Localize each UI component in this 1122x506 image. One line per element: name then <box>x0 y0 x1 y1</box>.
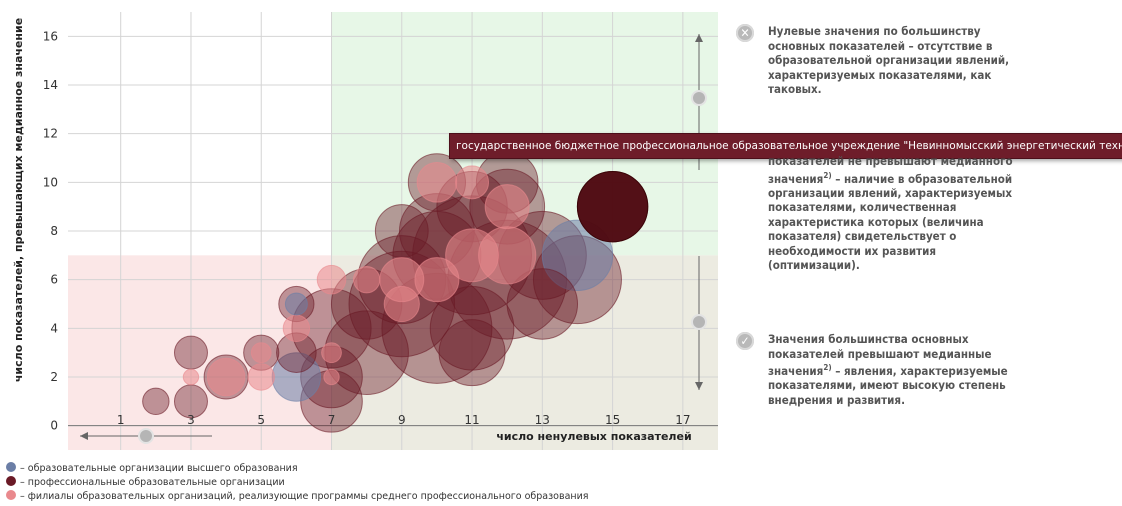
bubble-point <box>142 387 170 416</box>
legend-item-higher-ed: – образовательные организации высшего об… <box>6 462 298 476</box>
bubble-tooltip: государственное бюджетное профессиональн… <box>449 133 1122 159</box>
bubble-point <box>352 265 381 294</box>
bubble-point <box>284 292 308 316</box>
x-tick-label: 5 <box>257 413 265 427</box>
y-tick-label: 2 <box>50 370 58 384</box>
x-tick-label: 9 <box>398 413 406 427</box>
left-arrow-head <box>80 432 88 440</box>
region-bottom-left <box>68 255 332 450</box>
y-tick-label: 14 <box>43 78 58 92</box>
x-tick-label: 7 <box>328 413 336 427</box>
note-text: показателей не превышают медианного знач… <box>768 154 1013 273</box>
x-tick-label: 3 <box>187 413 195 427</box>
legend-item-professional: – профессиональные образовательные орган… <box>6 476 285 490</box>
bubble-point <box>383 285 420 323</box>
note-text: Значения большинства основных показателе… <box>768 332 1008 407</box>
bubble-point <box>173 335 208 370</box>
note-below-median: показателей не превышают медианного знач… <box>736 154 1026 273</box>
note-text: Нулевые значения по большинству основных… <box>768 24 1010 96</box>
bubbles-layer <box>142 151 649 433</box>
check-circle-icon: ✓ <box>736 332 754 350</box>
bubble-point <box>321 342 342 364</box>
x-tick-labels: 1 3 5 7 9 11 13 15 17 <box>117 413 691 427</box>
up-arrow-head <box>695 34 703 42</box>
bubble-point <box>484 184 530 230</box>
bubble-point <box>250 342 272 364</box>
x-circle-icon <box>138 428 154 444</box>
bubble-point <box>316 264 347 295</box>
bubble-point <box>429 286 515 371</box>
bubble-point <box>506 268 579 340</box>
bubble-point <box>247 363 275 391</box>
bubble-point <box>414 257 460 303</box>
bubble-point <box>374 204 429 258</box>
note-zero-values: ✕ Нулевые значения по большинству основн… <box>736 24 1026 97</box>
x-circle-icon: ✕ <box>736 24 754 42</box>
bubble-point <box>438 319 506 387</box>
bubble-point <box>182 368 200 386</box>
legend-dot-dark-red <box>6 476 16 486</box>
bubble-point <box>455 165 490 200</box>
bubble-point <box>323 368 340 386</box>
y-tick-label: 8 <box>50 224 58 238</box>
legend-dot-pink <box>6 490 16 500</box>
y-tick-label: 10 <box>43 175 58 189</box>
legend-dot-blue <box>6 462 16 472</box>
x-tick-label: 11 <box>464 413 479 427</box>
note-above-median: ✓ Значения большинства основных показате… <box>736 332 1026 407</box>
info-circle-icon <box>691 314 707 330</box>
bubble-point <box>282 314 311 343</box>
down-arrow-head <box>695 382 703 390</box>
bubble-point <box>416 162 458 203</box>
bubble-point <box>445 228 499 283</box>
x-tick-label: 17 <box>675 413 690 427</box>
y-tick-labels: 0 2 4 6 8 10 12 14 16 <box>43 29 58 432</box>
x-axis-label: число ненулевых показателей <box>496 430 691 443</box>
legend-item-branches: – филиалы образовательных организаций, р… <box>6 490 589 504</box>
y-tick-label: 4 <box>50 321 58 335</box>
y-tick-label: 12 <box>43 127 58 141</box>
bubble-point-highlighted <box>576 170 649 243</box>
y-axis-label: число показателей, превышающих медианное… <box>12 18 25 382</box>
check-circle-icon <box>691 90 707 106</box>
y-tick-label: 0 <box>50 419 58 433</box>
y-tick-label: 6 <box>50 273 58 287</box>
x-tick-label: 13 <box>535 413 550 427</box>
bubble-point <box>206 357 246 397</box>
y-tick-label: 16 <box>43 29 58 43</box>
x-tick-label: 15 <box>605 413 620 427</box>
x-tick-label: 1 <box>117 413 125 427</box>
